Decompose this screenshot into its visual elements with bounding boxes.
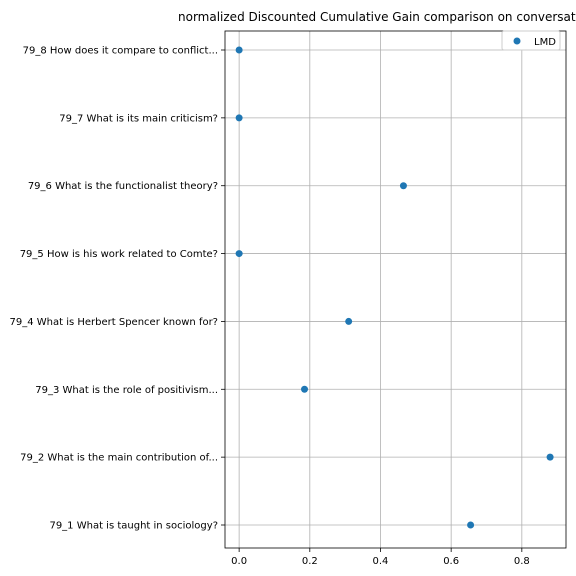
data-point — [235, 46, 243, 54]
plot-frame — [224, 30, 567, 549]
x-tick-label: 0.2 — [302, 556, 318, 567]
data-point — [235, 250, 243, 258]
data-point — [399, 182, 407, 190]
legend: LMD — [501, 30, 561, 51]
axes: 0.0 0.2 0.4 0.6 0.8 79_1 What is taught in so… — [9, 30, 567, 567]
chart-title: normalized Discounted Cumulative Gain co… — [178, 10, 576, 24]
data-point — [546, 453, 554, 461]
x-tick-label: 0.0 — [231, 556, 247, 567]
y-tick-label: 79_1 What is taught in sociology? — [49, 521, 218, 532]
data-point — [345, 317, 353, 325]
y-tick-label: 79_5 How is his work related to Comte? — [20, 249, 218, 260]
y-tick-label: 79_3 What is the role of positivism... — [35, 385, 218, 396]
data-points — [235, 46, 554, 529]
x-tick-label: 0.4 — [373, 556, 389, 567]
legend-marker — [513, 37, 521, 45]
legend-box — [501, 30, 561, 51]
y-tick-label: 79_4 What is Herbert Spencer known for? — [9, 317, 218, 328]
y-tick-label: 79_6 What is the functionalist theory? — [28, 181, 218, 192]
x-tick-label: 0.8 — [514, 556, 530, 567]
data-point — [301, 385, 309, 393]
legend-label-lmd: LMD — [534, 37, 556, 48]
y-tick-label: 79_2 What is the main contribution of... — [20, 453, 218, 464]
x-tick-label: 0.6 — [443, 556, 459, 567]
data-point — [235, 114, 243, 122]
data-point — [467, 521, 475, 529]
y-tick-label: 79_7 What is its main criticism? — [59, 113, 218, 124]
grid-lines — [225, 31, 566, 548]
y-tick-label: 79_8 How does it compare to conflict... — [23, 46, 218, 57]
